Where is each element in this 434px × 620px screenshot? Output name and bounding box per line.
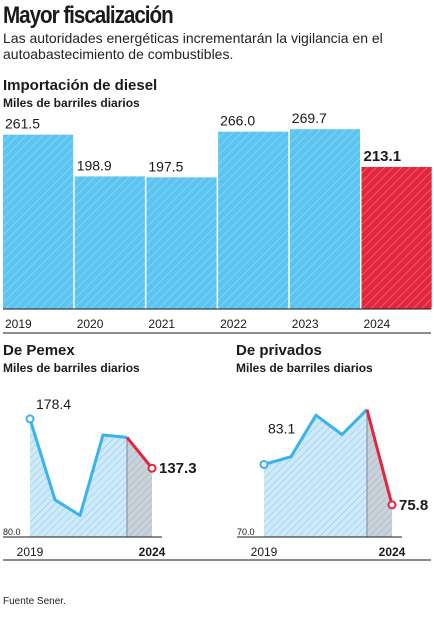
diesel-chart-units: Miles de barriles diarios	[3, 96, 140, 110]
bar-value-label-2019: 261.5	[5, 116, 40, 132]
x-tick-label-first: 2019	[251, 545, 278, 559]
x-tick-label-2023: 2023	[292, 317, 319, 331]
start-point	[25, 414, 35, 424]
end-point	[387, 500, 397, 510]
x-tick-label-2019: 2019	[5, 317, 32, 331]
start-value-label: 83.1	[268, 420, 295, 436]
x-tick-label-2024: 2024	[364, 317, 391, 331]
page-subtitle: Las autoridades energéticas incrementará…	[3, 30, 383, 62]
bar-hatch-2019	[3, 134, 74, 309]
bar-hatch-2023	[289, 129, 360, 309]
series-line	[263, 408, 369, 466]
baseline-label: 70.0	[237, 527, 255, 537]
bar-hatch-2021	[146, 177, 217, 309]
bar-value-label-2022: 266.0	[220, 113, 255, 129]
diesel-bar-chart: 261.5 2019 198.9 2020 197.5 2021 266.0 2022 269.…	[3, 110, 432, 334]
source-note: Fuente Sener.	[3, 596, 66, 607]
bar-hatch-2022	[218, 131, 289, 309]
page-title: Mayor fiscalización	[3, 2, 174, 29]
x-tick-label-last: 2024	[379, 545, 406, 559]
x-tick-label-2021: 2021	[148, 317, 175, 331]
pemex-chart-units: Miles de barriles diarios	[3, 361, 140, 375]
bar-hatch-2024	[361, 166, 432, 309]
x-tick-label-first: 2019	[17, 545, 44, 559]
pemex-chart-title: De Pemex	[3, 342, 75, 359]
privados-chart-title: De privados	[236, 342, 322, 359]
diesel-chart-title: Importación de diesel	[3, 77, 158, 94]
privados-line-chart: 83.1 75.8 70.0 2019 2024	[237, 408, 428, 559]
end-value-label: 75.8	[399, 497, 428, 514]
bar-value-label-2023: 269.7	[292, 110, 327, 126]
end-point	[147, 463, 157, 473]
highlight-area-hatch	[367, 409, 392, 537]
start-point	[259, 459, 269, 469]
area-hatch	[264, 409, 392, 537]
pemex-line-chart: 178.4 137.3 80.0 2019 2024	[3, 396, 197, 559]
series-line-latest	[125, 436, 154, 470]
baseline-label: 80.0	[3, 527, 21, 537]
bar-value-label-2024: 213.1	[364, 148, 402, 165]
end-value-label: 137.3	[159, 460, 197, 477]
bar-hatch-2020	[74, 176, 145, 309]
bar-value-label-2020: 198.9	[77, 157, 112, 173]
series-line	[28, 418, 128, 517]
start-value-label: 178.4	[36, 396, 71, 412]
x-tick-label-2020: 2020	[77, 317, 104, 331]
x-tick-label-2022: 2022	[220, 317, 247, 331]
bar-value-label-2021: 197.5	[148, 158, 183, 174]
x-tick-label-last: 2024	[139, 545, 166, 559]
privados-chart-units: Miles de barriles diarios	[236, 361, 373, 375]
series-line-latest	[365, 409, 394, 506]
